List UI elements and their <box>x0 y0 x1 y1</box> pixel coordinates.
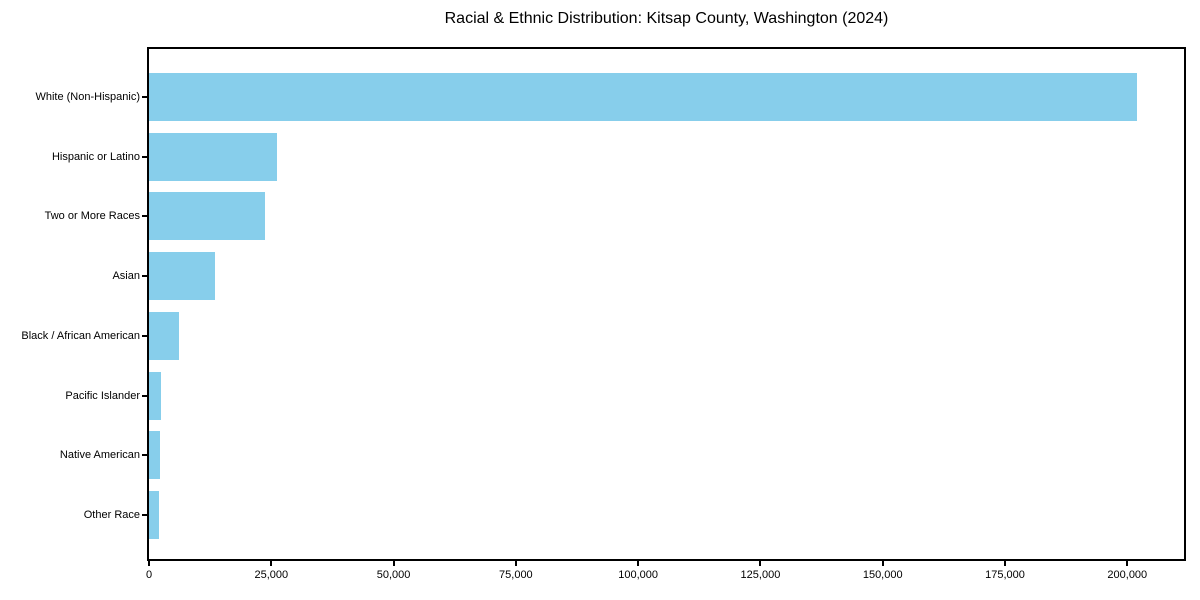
x-tick-mark <box>881 561 884 566</box>
y-tick-label: Native American <box>59 449 140 462</box>
y-tick-label: Hispanic or Latino <box>51 150 140 163</box>
x-tick-mark <box>637 561 640 566</box>
y-tick-mark <box>142 513 147 516</box>
bar-native-american <box>149 431 161 480</box>
plot-area <box>147 47 1186 561</box>
x-tick-mark <box>1004 561 1006 566</box>
x-tick-mark <box>148 561 150 566</box>
x-tick-mark <box>270 561 273 566</box>
y-tick-mark <box>142 334 147 337</box>
y-tick-mark <box>142 454 147 457</box>
y-tick-label: Pacific Islander <box>65 389 140 402</box>
y-tick-mark <box>142 96 147 98</box>
y-tick-label: White (Non-Hispanic) <box>35 91 140 103</box>
x-tick-label: 0 <box>145 569 153 581</box>
bar-asian <box>149 252 215 301</box>
x-tick-mark <box>514 561 517 566</box>
x-tick-label: 25,000 <box>254 569 289 581</box>
x-tick-mark <box>392 561 395 566</box>
bar-other-race <box>149 490 159 539</box>
bar-black-african-american <box>149 311 179 360</box>
y-tick-mark <box>142 275 147 278</box>
x-tick-label: 100,000 <box>618 569 659 581</box>
x-tick-label: 200,000 <box>1107 569 1148 581</box>
y-tick-mark <box>142 155 147 158</box>
y-tick-mark <box>142 215 147 218</box>
x-tick-label: 50,000 <box>376 569 411 581</box>
x-tick-label: 125,000 <box>740 569 781 581</box>
x-tick-label: 175,000 <box>985 569 1025 581</box>
chart-title: Racial & Ethnic Distribution: Kitsap Cou… <box>444 10 889 27</box>
bar-white-non-hispanic <box>149 73 1138 121</box>
y-tick-label: Black / African American <box>21 329 140 342</box>
x-tick-label: 150,000 <box>862 569 903 581</box>
x-tick-label: 75,000 <box>499 569 533 581</box>
x-tick-mark <box>1126 561 1129 566</box>
y-tick-mark <box>142 394 147 397</box>
x-tick-mark <box>759 561 762 566</box>
bar-two-or-more-races <box>149 192 266 241</box>
bar-pacific-islander <box>149 371 162 420</box>
y-tick-label: Other Race <box>83 508 140 521</box>
bar-hispanic-or-latino <box>149 132 277 181</box>
y-tick-label: Two or More Races <box>44 210 140 223</box>
y-tick-label: Asian <box>112 270 140 283</box>
